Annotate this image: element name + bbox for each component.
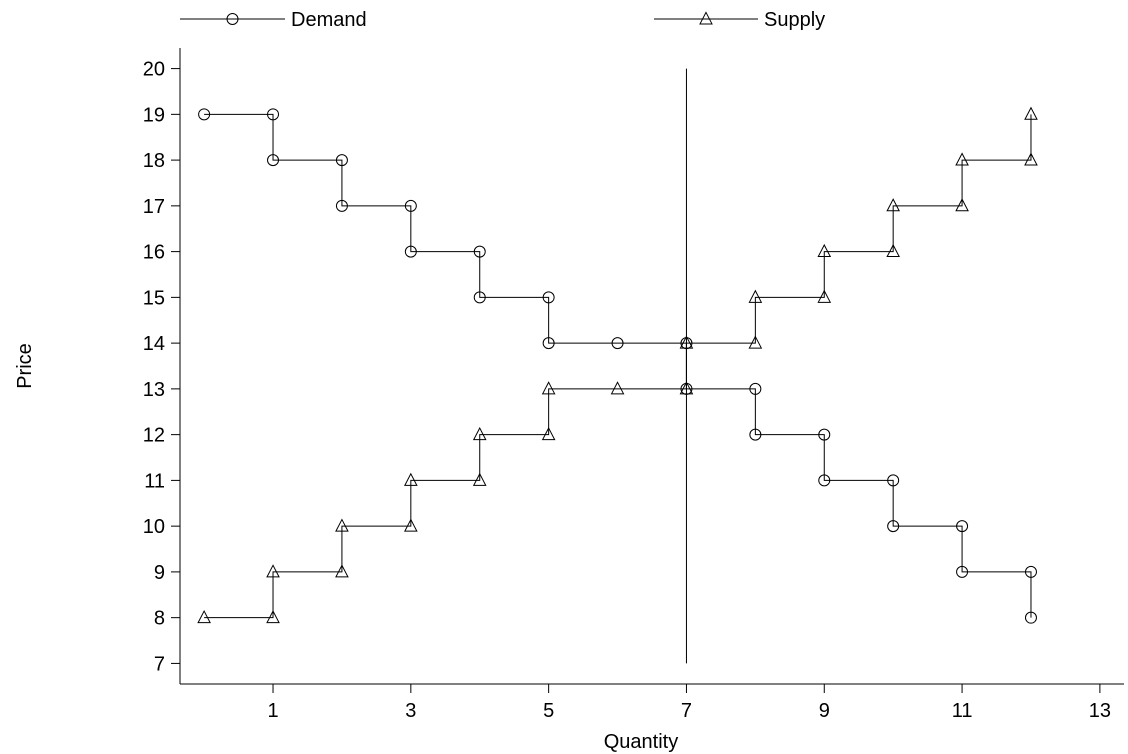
demand-point-17	[818, 474, 831, 487]
supply-point-6	[404, 472, 418, 486]
supply-point-17	[817, 243, 832, 258]
supply-point-13	[679, 335, 694, 349]
supply-point-16	[817, 289, 832, 303]
demand-point-20	[956, 520, 969, 533]
x-tick-label-13: 13	[1089, 700, 1111, 722]
demand-point-15	[749, 428, 762, 441]
legend-label-demand: Demand	[291, 9, 367, 31]
plot-area	[197, 68, 1038, 664]
demand-point-18	[887, 474, 900, 487]
demand-point-0	[198, 108, 211, 121]
demand-point-22	[1024, 565, 1037, 578]
x-tick-label-7: 7	[681, 700, 692, 722]
series-line-demand	[204, 113, 1032, 618]
demand-point-10	[542, 337, 555, 350]
legend-marker-demand	[226, 13, 239, 25]
y-tick-label-20: 20	[143, 59, 165, 81]
y-tick-label-11: 11	[144, 470, 165, 492]
legend-marker-supply	[699, 11, 713, 25]
y-tick-label-14: 14	[143, 333, 165, 355]
supply-point-11	[610, 381, 625, 395]
demand-point-8	[473, 291, 486, 304]
supply-point-3	[335, 564, 349, 578]
demand-point-6	[404, 245, 417, 258]
supply-point-2	[266, 564, 280, 578]
demand-point-19	[887, 520, 900, 533]
supply-point-4	[335, 518, 349, 532]
legend-item-supply: Supply	[654, 9, 825, 31]
supply-point-18	[886, 243, 900, 258]
demand-point-7	[473, 245, 486, 258]
x-tick-label-3: 3	[405, 700, 416, 722]
x-tick-label-5: 5	[543, 700, 554, 722]
y-tick-label-7: 7	[154, 653, 165, 675]
supply-point-21	[955, 152, 969, 166]
y-tick-label-19: 19	[143, 104, 165, 126]
supply-point-9	[541, 426, 556, 441]
supply-point-1	[266, 609, 280, 624]
demand-point-11	[611, 337, 624, 350]
demand-point-3	[335, 154, 348, 167]
supply-point-5	[404, 518, 418, 532]
demand-point-4	[335, 199, 348, 212]
y-tick-label-15: 15	[143, 287, 165, 309]
supply-point-8	[472, 426, 487, 441]
supply-point-10	[541, 381, 556, 395]
legend: Demand Supply	[180, 9, 825, 31]
y-tick-label-12: 12	[143, 425, 165, 447]
demand-point-2	[267, 154, 280, 167]
supply-point-14	[748, 335, 763, 349]
demand-point-16	[818, 428, 831, 441]
demand-point-14	[749, 382, 762, 395]
supply-point-12	[679, 381, 694, 395]
demand-point-21	[956, 565, 969, 578]
supply-point-7	[472, 472, 487, 486]
y-tick-label-8: 8	[154, 608, 165, 630]
supply-point-22	[1024, 152, 1038, 166]
demand-point-23	[1024, 611, 1037, 624]
y-tick-label-16: 16	[143, 242, 165, 264]
demand-point-5	[404, 199, 417, 212]
demand-point-9	[542, 291, 555, 304]
y-tick-label-13: 13	[143, 379, 165, 401]
x-tick-label-1: 1	[267, 700, 278, 722]
supply-point-0	[197, 609, 211, 624]
x-tick-label-9: 9	[819, 700, 830, 722]
legend-item-demand: Demand	[180, 9, 367, 31]
supply-point-20	[955, 198, 969, 212]
y-tick-label-18: 18	[143, 150, 165, 172]
demand-point-1	[267, 108, 280, 121]
series-supply	[197, 106, 1038, 624]
series-line-supply	[204, 114, 1032, 619]
y-tick-label-17: 17	[143, 196, 165, 218]
y-axis-title: Price	[14, 343, 36, 389]
supply-point-19	[886, 198, 900, 212]
x-tick-label-11: 11	[952, 700, 973, 722]
supply-point-23	[1024, 106, 1038, 120]
series-demand	[198, 108, 1037, 624]
supply-point-15	[748, 289, 763, 303]
y-tick-label-10: 10	[143, 516, 165, 538]
x-axis-title: Quantity	[604, 731, 678, 753]
y-tick-label-9: 9	[154, 562, 165, 584]
legend-label-supply: Supply	[764, 9, 825, 31]
